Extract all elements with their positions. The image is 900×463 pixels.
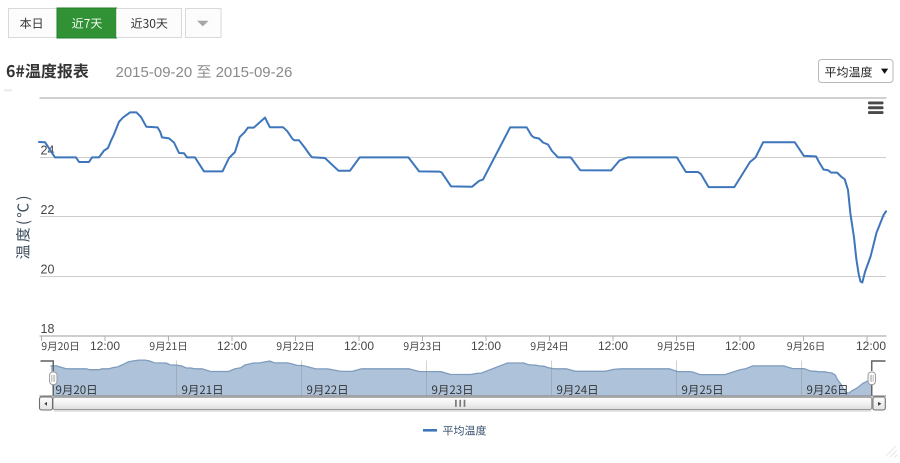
svg-text:18: 18	[41, 322, 55, 336]
svg-text:12:00: 12:00	[856, 339, 886, 353]
svg-text:2015-09-26: 2015-09-26	[216, 64, 293, 81]
svg-text:12:00: 12:00	[725, 339, 755, 353]
svg-text:20: 20	[41, 263, 55, 277]
svg-text:12:00: 12:00	[598, 339, 628, 353]
svg-text:12:00: 12:00	[217, 339, 247, 353]
svg-text:12:00: 12:00	[90, 339, 120, 353]
svg-text:12:00: 12:00	[471, 339, 501, 353]
svg-text:12:00: 12:00	[344, 339, 374, 353]
svg-text:24: 24	[41, 144, 55, 158]
svg-text:22: 22	[41, 203, 55, 217]
svg-text:2015-09-20: 2015-09-20	[116, 64, 193, 81]
